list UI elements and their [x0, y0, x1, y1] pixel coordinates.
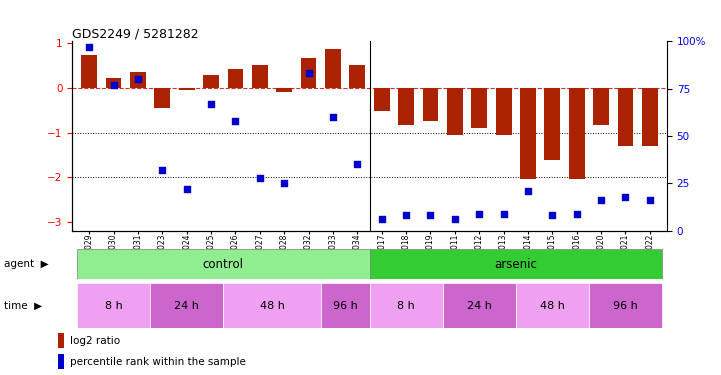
Bar [179, 88, 195, 90]
Point [107, 82, 119, 88]
Text: 8 h: 8 h [397, 301, 415, 310]
Point [571, 211, 583, 217]
Text: 96 h: 96 h [333, 301, 358, 310]
Point [181, 186, 193, 192]
Text: 24 h: 24 h [174, 301, 199, 310]
Point [230, 118, 242, 124]
Bar [224, 283, 321, 328]
Point [303, 70, 314, 76]
Bar [520, 88, 536, 179]
Point [352, 161, 363, 167]
Text: control: control [203, 258, 244, 271]
Bar [398, 88, 414, 125]
Bar [423, 88, 438, 122]
Bar [495, 88, 511, 135]
Bar [321, 283, 369, 328]
Bar [252, 65, 267, 88]
Bar [203, 75, 219, 88]
Bar [447, 88, 463, 135]
Bar [154, 88, 170, 108]
Bar [228, 69, 244, 88]
Bar [593, 88, 609, 125]
Point [327, 114, 339, 120]
Point [278, 180, 290, 186]
Text: 8 h: 8 h [105, 301, 123, 310]
Text: 48 h: 48 h [260, 301, 285, 310]
Point [205, 101, 217, 107]
Bar [544, 88, 560, 160]
Bar [325, 49, 341, 88]
Bar [618, 88, 634, 146]
Bar [105, 78, 121, 88]
Bar [589, 283, 662, 328]
Point [400, 213, 412, 219]
Bar [569, 88, 585, 179]
Text: 24 h: 24 h [466, 301, 492, 310]
Text: 48 h: 48 h [540, 301, 565, 310]
Text: percentile rank within the sample: percentile rank within the sample [70, 357, 246, 367]
Bar [58, 333, 64, 348]
Bar [77, 249, 370, 279]
Bar [81, 55, 97, 88]
Point [425, 213, 436, 219]
Text: GDS2249 / 5281282: GDS2249 / 5281282 [72, 27, 199, 40]
Text: agent  ▶: agent ▶ [4, 260, 48, 269]
Bar [350, 65, 366, 88]
Text: 96 h: 96 h [613, 301, 638, 310]
Bar [642, 88, 658, 146]
Point [522, 188, 534, 194]
Point [497, 211, 509, 217]
Point [84, 44, 95, 50]
Point [474, 211, 485, 217]
Bar [370, 283, 443, 328]
Bar [443, 283, 516, 328]
Point [547, 213, 558, 219]
Point [254, 175, 265, 181]
Bar [58, 354, 64, 369]
Text: time  ▶: time ▶ [4, 301, 42, 310]
Bar [370, 249, 662, 279]
Bar [301, 58, 317, 88]
Text: log2 ratio: log2 ratio [70, 336, 120, 346]
Bar [472, 88, 487, 128]
Bar [130, 72, 146, 88]
Bar [77, 283, 150, 328]
Point [644, 197, 655, 203]
Bar [276, 88, 292, 92]
Text: arsenic: arsenic [495, 258, 537, 271]
Point [132, 76, 143, 82]
Bar [373, 88, 389, 111]
Point [596, 197, 607, 203]
Point [376, 216, 387, 222]
Bar [150, 283, 224, 328]
Point [156, 167, 168, 173]
Point [449, 216, 461, 222]
Point [620, 194, 632, 200]
Bar [516, 283, 589, 328]
